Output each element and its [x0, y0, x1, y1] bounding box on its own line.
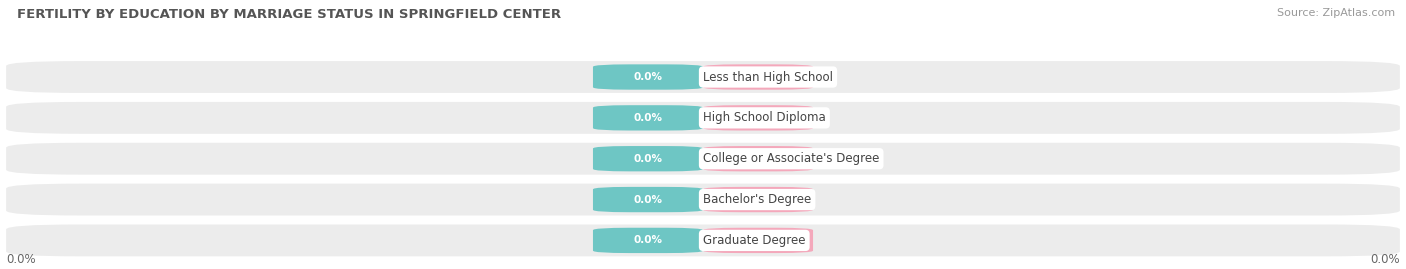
FancyBboxPatch shape [703, 64, 813, 90]
Text: 0.0%: 0.0% [744, 194, 772, 204]
Text: 0.0%: 0.0% [634, 194, 662, 204]
Text: 0.0%: 0.0% [6, 253, 35, 266]
FancyBboxPatch shape [593, 64, 703, 90]
FancyBboxPatch shape [593, 228, 703, 253]
Text: 0.0%: 0.0% [634, 72, 662, 82]
FancyBboxPatch shape [703, 228, 813, 253]
Text: High School Diploma: High School Diploma [703, 111, 825, 124]
FancyBboxPatch shape [703, 146, 813, 171]
FancyBboxPatch shape [703, 187, 813, 212]
Text: 0.0%: 0.0% [634, 235, 662, 245]
FancyBboxPatch shape [593, 146, 703, 171]
FancyBboxPatch shape [6, 102, 1400, 134]
Text: College or Associate's Degree: College or Associate's Degree [703, 152, 879, 165]
FancyBboxPatch shape [6, 224, 1400, 256]
Text: Less than High School: Less than High School [703, 70, 832, 83]
Text: Bachelor's Degree: Bachelor's Degree [703, 193, 811, 206]
Text: 0.0%: 0.0% [744, 235, 772, 245]
Text: 0.0%: 0.0% [634, 113, 662, 123]
Text: Source: ZipAtlas.com: Source: ZipAtlas.com [1277, 8, 1395, 18]
FancyBboxPatch shape [703, 105, 813, 130]
Text: 0.0%: 0.0% [744, 154, 772, 164]
Text: Graduate Degree: Graduate Degree [703, 234, 806, 247]
Text: 0.0%: 0.0% [744, 72, 772, 82]
FancyBboxPatch shape [6, 184, 1400, 215]
Text: 0.0%: 0.0% [744, 113, 772, 123]
FancyBboxPatch shape [593, 187, 703, 212]
FancyBboxPatch shape [593, 105, 703, 130]
Text: FERTILITY BY EDUCATION BY MARRIAGE STATUS IN SPRINGFIELD CENTER: FERTILITY BY EDUCATION BY MARRIAGE STATU… [17, 8, 561, 21]
Text: 0.0%: 0.0% [1371, 253, 1400, 266]
Text: 0.0%: 0.0% [634, 154, 662, 164]
FancyBboxPatch shape [6, 61, 1400, 93]
FancyBboxPatch shape [6, 143, 1400, 175]
